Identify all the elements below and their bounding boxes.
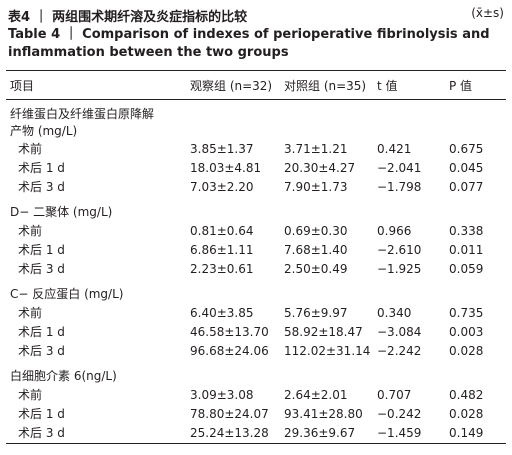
cell: 93.41±28.80 xyxy=(284,407,363,421)
data-row: 术前 3.09±3.08 2.64±2.01 0.707 0.482 xyxy=(6,386,506,405)
cell: 7.03±2.20 xyxy=(190,180,254,194)
cell: 2.64±2.01 xyxy=(284,388,348,402)
cell: 3.09±3.08 xyxy=(190,388,254,402)
row-label: 术前 xyxy=(18,224,43,238)
row-label: 术后 1 d xyxy=(18,407,65,421)
cell: −1.798 xyxy=(377,180,422,194)
cell: 0.059 xyxy=(449,262,484,276)
row-label: 术后 1 d xyxy=(18,243,65,257)
data-row: 术后 3 d 25.24±13.28 29.36±9.67 −1.459 0.149 xyxy=(6,424,506,444)
cell: 112.02±31.14 xyxy=(284,344,371,358)
cell: 18.03±4.81 xyxy=(190,161,262,175)
cell: −2.242 xyxy=(377,344,422,358)
header-row: 项目 观察组 (n=32) 对照组 (n=35) t 值 P 值 xyxy=(6,70,506,100)
data-row: 术前 6.40±3.85 5.76±9.97 0.340 0.735 xyxy=(6,304,506,323)
notation: (x̄±s) xyxy=(471,6,504,20)
table-body: 纤维蛋白及纤维蛋白原降解 产物 (mg/L) 术前 3.85±1.37 3.71±1.… xyxy=(6,100,506,444)
data-row: 术前 3.85±1.37 3.71±1.21 0.421 0.675 xyxy=(6,140,506,159)
cell: 0.735 xyxy=(449,306,484,320)
cell: 0.045 xyxy=(449,161,484,175)
cell: 0.421 xyxy=(377,142,412,156)
cell: 3.71±1.21 xyxy=(284,142,348,156)
group-row: 纤维蛋白及纤维蛋白原降解 产物 (mg/L) xyxy=(6,100,506,141)
data-table: 项目 观察组 (n=32) 对照组 (n=35) t 值 P 值 纤维蛋白及纤维蛋白原降… xyxy=(6,70,506,444)
cell: 6.86±1.11 xyxy=(190,243,254,257)
data-row: 术后 3 d 96.68±24.06 112.02±31.14 −2.242 0.028 xyxy=(6,342,506,361)
cell: 3.85±1.37 xyxy=(190,142,254,156)
column-header: 观察组 (n=32) xyxy=(190,79,273,93)
cell: 0.675 xyxy=(449,142,484,156)
cell: 0.966 xyxy=(377,224,412,238)
cell: 0.338 xyxy=(449,224,484,238)
data-row: 术前 0.81±0.64 0.69±0.30 0.966 0.338 xyxy=(6,222,506,241)
row-label: 术后 1 d xyxy=(18,325,65,339)
column-header: 对照组 (n=35) xyxy=(284,79,367,93)
cell: 0.482 xyxy=(449,388,484,402)
row-label: 术前 xyxy=(18,388,43,402)
cell: 0.028 xyxy=(449,407,484,421)
cell: 0.077 xyxy=(449,180,484,194)
cell: 58.92±18.47 xyxy=(284,325,363,339)
cell: −1.925 xyxy=(377,262,422,276)
data-row: 术后 1 d 46.58±13.70 58.92±18.47 −3.084 0.003 xyxy=(6,323,506,342)
row-label: 术后 3 d xyxy=(18,344,65,358)
cell: 78.80±24.07 xyxy=(190,407,269,421)
title-cn: 表4 ｜ 两组围术期纤溶及炎症指标的比较 xyxy=(8,10,248,25)
cell: 6.40±3.85 xyxy=(190,306,254,320)
cell: 25.24±13.28 xyxy=(190,426,269,440)
row-label: 术前 xyxy=(18,142,43,156)
cell: −1.459 xyxy=(377,426,422,440)
table-head: 项目 观察组 (n=32) 对照组 (n=35) t 值 P 值 xyxy=(6,70,506,100)
cell: 96.68±24.06 xyxy=(190,344,269,358)
cell: 7.68±1.40 xyxy=(284,243,348,257)
cell: 2.23±0.61 xyxy=(190,262,254,276)
cell: 29.36±9.67 xyxy=(284,426,356,440)
cell: 0.011 xyxy=(449,243,484,257)
cell: 2.50±0.49 xyxy=(284,262,348,276)
cell: −0.242 xyxy=(377,407,422,421)
row-label: 术后 3 d xyxy=(18,262,65,276)
cell: 7.90±1.73 xyxy=(284,180,348,194)
cell: 20.30±4.27 xyxy=(284,161,356,175)
group-row: D− 二聚体 (mg/L) xyxy=(6,197,506,222)
cell: 0.81±0.64 xyxy=(190,224,254,238)
cell: 46.58±13.70 xyxy=(190,325,269,339)
data-row: 术后 1 d 18.03±4.81 20.30±4.27 −2.041 0.045 xyxy=(6,159,506,178)
column-header: P 值 xyxy=(449,79,473,93)
cell: 0.707 xyxy=(377,388,412,402)
cell: 0.340 xyxy=(377,306,412,320)
column-header: t 值 xyxy=(377,79,398,93)
row-label: 术后 1 d xyxy=(18,161,65,175)
group-label: D− 二聚体 (mg/L) xyxy=(10,205,113,219)
cell: −3.084 xyxy=(377,325,422,339)
cell: 5.76±9.97 xyxy=(284,306,348,320)
group-row: C− 反应蛋白 (mg/L) xyxy=(6,279,506,304)
data-row: 术后 3 d 7.03±2.20 7.90±1.73 −1.798 0.077 xyxy=(6,178,506,197)
cell: 0.003 xyxy=(449,325,484,339)
cell: 0.149 xyxy=(449,426,484,440)
cell: −2.610 xyxy=(377,243,422,257)
column-header: 项目 xyxy=(10,79,35,93)
data-row: 术后 1 d 78.80±24.07 93.41±28.80 −0.242 0.028 xyxy=(6,405,506,424)
row-label: 术前 xyxy=(18,306,43,320)
cell: 0.69±0.30 xyxy=(284,224,348,238)
group-row: 白细胞介素 6(ng/L) xyxy=(6,361,506,386)
cell: 0.028 xyxy=(449,344,484,358)
data-row: 术后 1 d 6.86±1.11 7.68±1.40 −2.610 0.011 xyxy=(6,241,506,260)
group-label: 白细胞介素 6(ng/L) xyxy=(10,369,117,383)
cell: −2.041 xyxy=(377,161,422,175)
row-label: 术后 3 d xyxy=(18,180,65,194)
row-label: 术后 3 d xyxy=(18,426,65,440)
data-row: 术后 3 d 2.23±0.61 2.50±0.49 −1.925 0.059 xyxy=(6,260,506,279)
title-en: Table 4 ｜ Comparison of indexes of perio… xyxy=(8,27,490,60)
group-label: 纤维蛋白及纤维蛋白原降解 产物 (mg/L) xyxy=(10,107,155,138)
group-label: C− 反应蛋白 (mg/L) xyxy=(10,287,124,301)
